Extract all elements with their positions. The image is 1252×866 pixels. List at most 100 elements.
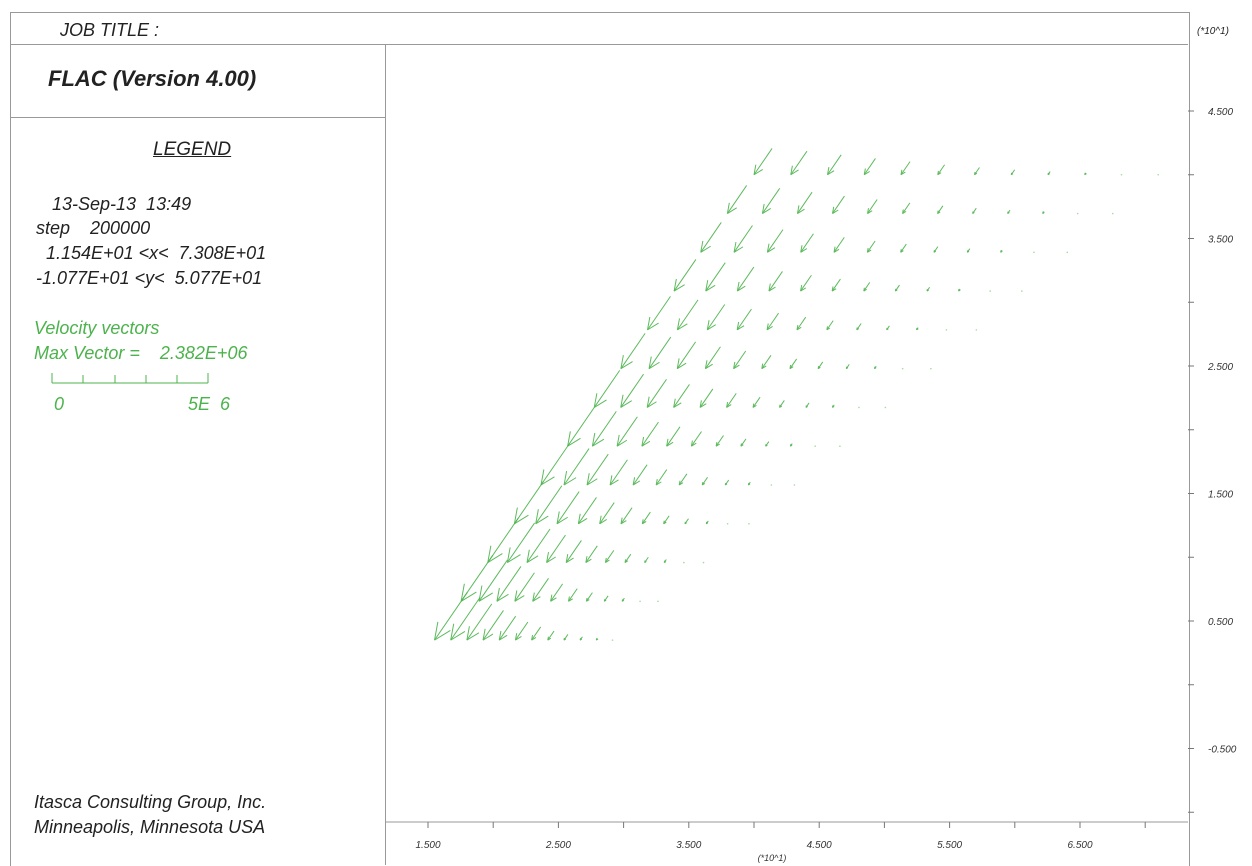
velocity-vector: [533, 578, 549, 601]
velocity-vector: [527, 529, 550, 563]
velocity-vector: [927, 287, 930, 291]
velocity-vector: [604, 596, 608, 602]
velocity-vector: [790, 359, 797, 369]
velocity-vector: [557, 492, 579, 524]
velocity-vector: [592, 411, 616, 446]
velocity-vector: [762, 188, 779, 213]
velocity-vector: [642, 512, 650, 524]
velocity-vector: [748, 482, 750, 485]
velocity-vector: [818, 362, 823, 369]
velocity-vector: [621, 508, 632, 524]
velocity-vector: [586, 546, 598, 563]
velocity-vector: [633, 465, 647, 485]
velocity-vector: [645, 557, 649, 562]
velocity-vector: [532, 627, 541, 640]
velocity-vector: [989, 290, 991, 292]
velocity-vector: [497, 566, 521, 601]
velocity-vector: [857, 324, 861, 330]
velocity-vector: [864, 282, 870, 291]
velocity-vector: [791, 151, 807, 175]
velocity-vector: [564, 449, 589, 485]
velocity-vector: [734, 351, 746, 369]
velocity-vector: [600, 503, 615, 524]
velocity-vector: [727, 523, 729, 525]
velocity-vector: [794, 484, 796, 486]
velocity-vector: [874, 366, 876, 368]
velocity-vector: [762, 355, 771, 368]
velocity-vector: [642, 422, 659, 446]
velocity-vector: [617, 417, 637, 446]
velocity-vector: [767, 313, 778, 330]
velocity-vector: [1033, 252, 1035, 254]
velocity-vector: [846, 364, 849, 368]
velocity-vector: [766, 442, 769, 447]
velocity-vector: [656, 470, 667, 485]
y-tick-label: 2.500: [1207, 362, 1233, 373]
velocity-vector: [976, 329, 978, 331]
velocity-vector: [499, 616, 515, 640]
velocity-vector: [934, 247, 938, 253]
velocity-vector: [621, 333, 645, 368]
velocity-vector: [767, 230, 783, 253]
velocity-vector: [946, 329, 948, 331]
velocity-vector: [700, 389, 713, 408]
y-tick-label: 1.500: [1208, 490, 1233, 501]
velocity-vector: [967, 249, 969, 253]
x-tick-label: 4.500: [807, 840, 832, 851]
velocity-vector: [727, 185, 746, 213]
velocity-vector: [610, 460, 627, 485]
velocity-vector: [867, 241, 875, 252]
velocity-vector: [685, 519, 689, 524]
velocity-vector: [1021, 290, 1023, 292]
velocity-vector: [569, 589, 578, 602]
velocity-vector: [864, 158, 875, 174]
x-tick-label: 1.500: [415, 840, 440, 851]
velocity-vector: [754, 148, 772, 174]
velocity-vector: [716, 436, 723, 447]
velocity-vector: [832, 279, 840, 291]
x-tick-label: 6.500: [1067, 840, 1092, 851]
velocity-vector: [667, 427, 680, 446]
velocity-vector: [596, 638, 598, 640]
velocity-vector: [801, 234, 814, 253]
velocity-vector: [938, 206, 943, 214]
velocity-vector: [639, 601, 641, 603]
velocity-vector: [917, 328, 919, 330]
velocity-vector: [814, 445, 816, 447]
velocity-vector: [467, 604, 492, 640]
velocity-vector: [568, 407, 595, 446]
velocity-vector: [727, 393, 737, 407]
velocity-vector: [1121, 174, 1123, 176]
velocity-vector: [515, 622, 527, 640]
x-axis-exponent: (*10^1): [758, 853, 787, 863]
velocity-vector: [564, 634, 568, 640]
velocity-vector: [1066, 252, 1068, 254]
velocity-vector: [748, 523, 750, 525]
velocity-vector: [679, 474, 687, 485]
velocity-vector: [705, 347, 720, 369]
velocity-vector: [580, 637, 582, 640]
velocity-vector: [1011, 170, 1014, 175]
velocity-vector: [691, 431, 701, 446]
velocity-vector: [514, 481, 543, 523]
velocity-vector: [701, 222, 722, 252]
velocity-vector: [664, 516, 670, 524]
velocity-vector: [903, 203, 910, 214]
velocity-vector: [858, 407, 860, 409]
velocity-vector: [594, 370, 619, 407]
velocity-vector: [578, 497, 596, 523]
x-tick-label: 5.500: [937, 840, 962, 851]
velocity-vector: [677, 300, 698, 330]
velocity-vector: [797, 192, 812, 213]
velocity-vector: [839, 445, 841, 447]
x-tick-label: 3.500: [676, 840, 701, 851]
velocity-vector: [1085, 173, 1087, 175]
velocity-vector: [832, 405, 834, 408]
velocity-vector: [706, 521, 708, 524]
velocity-vector: [771, 484, 773, 486]
velocity-vector: [551, 584, 563, 601]
velocity-vector: [515, 573, 535, 602]
velocity-vector: [1112, 213, 1114, 215]
y-tick-label: -0.500: [1208, 745, 1237, 756]
